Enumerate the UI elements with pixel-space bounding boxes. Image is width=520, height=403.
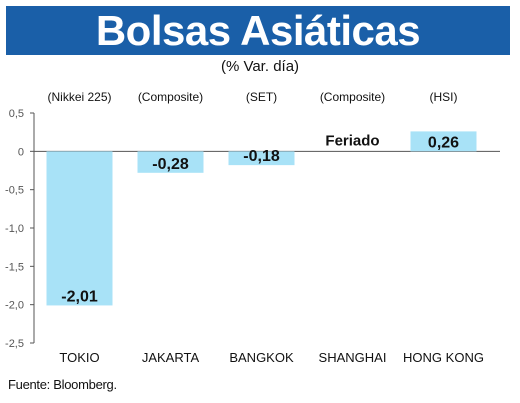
x-tick-label: TOKIO (59, 350, 99, 365)
data-label: 0,26 (428, 134, 459, 151)
index-labels: (Nikkei 225) (Composite) (SET) (Composite) (… (47, 90, 457, 104)
x-tick-label: JAKARTA (142, 350, 200, 365)
index-name-label: (Composite) (320, 90, 385, 104)
chart-title: Bolsas Asiáticas (95, 6, 421, 54)
x-tick-label: SHANGHAI (319, 350, 387, 365)
chart-subtitle: (% Var. día) (220, 58, 300, 75)
bar (137, 151, 204, 173)
y-tick-label: -2,0 (5, 300, 24, 312)
x-tick-label: HONG KONG (403, 350, 484, 365)
data-label: -0,28 (152, 156, 189, 173)
index-name-label: (SET) (246, 90, 277, 104)
bar (410, 131, 477, 152)
y-tick-label: -2,5 (5, 338, 24, 350)
x-tick-label: BANGKOK (229, 350, 294, 365)
data-labels: -2,01 -0,28 -0,18 Feriado 0,26 (61, 132, 459, 305)
source-note: Fuente: Bloomberg. (8, 377, 117, 392)
index-name-label: (Composite) (138, 90, 203, 104)
index-name-label: (HSI) (430, 90, 458, 104)
title-bar: Bolsas Asiáticas (6, 6, 510, 55)
y-tick-label: -1,0 (5, 223, 24, 235)
y-tick-label: -1,5 (5, 261, 24, 273)
data-label: Feriado (325, 132, 379, 149)
bar (228, 151, 295, 166)
y-tick-label: 0 (18, 146, 24, 158)
data-label: -0,18 (243, 148, 280, 165)
bar (46, 151, 113, 306)
y-tick-label: -0,5 (5, 185, 24, 197)
data-label: -2,01 (61, 288, 98, 305)
index-name-label: (Nikkei 225) (47, 90, 111, 104)
bars (46, 131, 477, 306)
x-axis-labels: TOKIO JAKARTA BANGKOK SHANGHAI HONG KONG (59, 350, 484, 365)
y-tick-label: 0,5 (9, 108, 24, 120)
